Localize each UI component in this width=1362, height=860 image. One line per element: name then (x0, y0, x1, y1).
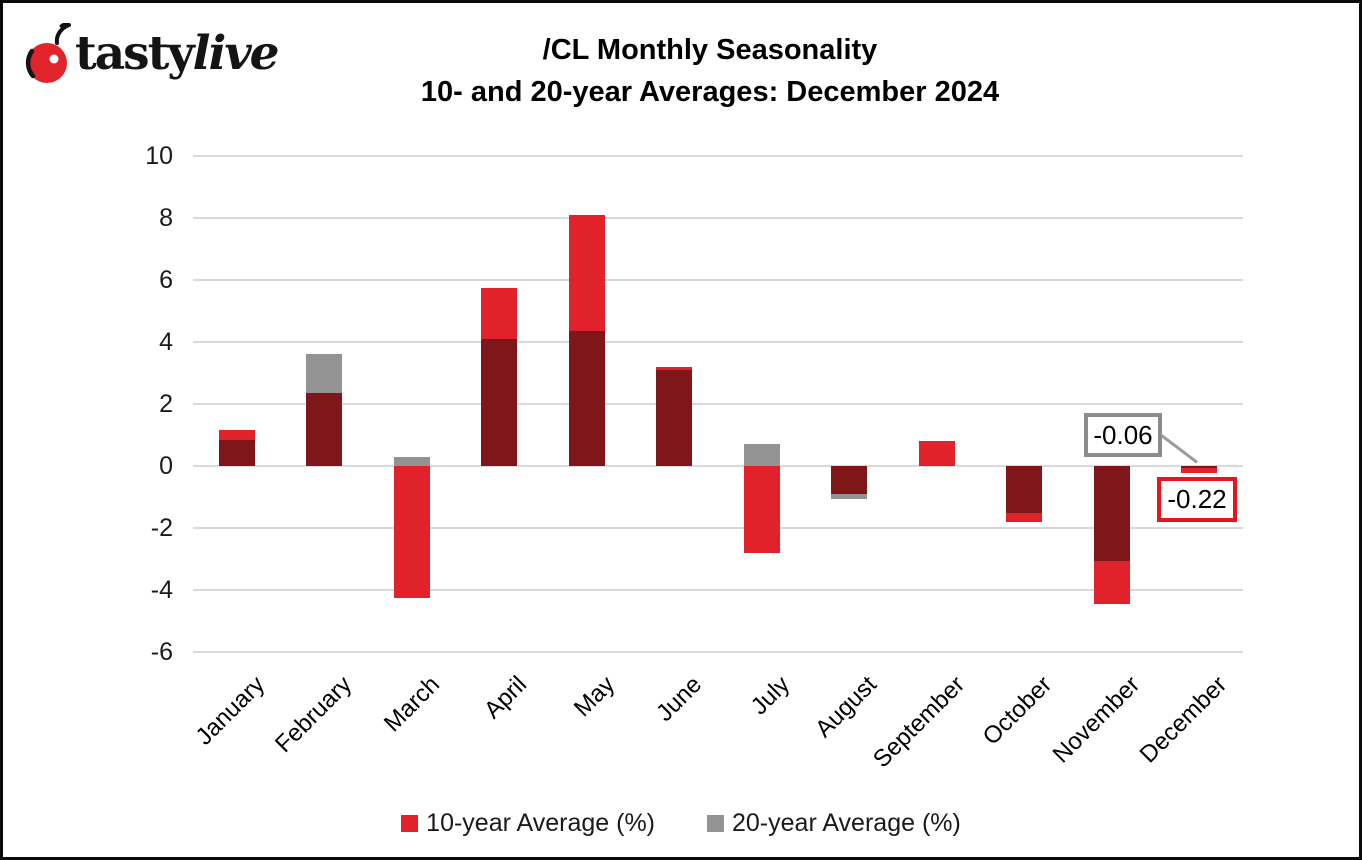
bar-october-overlap (1006, 466, 1043, 513)
gridline (193, 527, 1243, 529)
x-axis-label-may: May (568, 671, 620, 723)
legend-swatch-10yr (401, 815, 419, 832)
y-axis-tick-label: 8 (159, 204, 173, 232)
bar-february-overlap (306, 393, 343, 466)
bar-july-10yr (743, 466, 780, 553)
bar-april-overlap (481, 338, 518, 466)
bar-december-10yr (1181, 466, 1218, 473)
bar-march-20yr (393, 456, 430, 466)
brand-tasty: tasty (75, 26, 195, 81)
title-line-2: 10- and 20-year Averages: December 2024 (420, 76, 1000, 108)
legend-label-20yr: 20-year Average (%) (732, 809, 961, 837)
callout-december-10yr: -0.22 (1157, 477, 1237, 522)
chart-area: 10 8 6 4 2 0 -2 -4 -6 January February March April Ma… (3, 3, 1359, 857)
x-axis-label-october: October (977, 671, 1058, 751)
legend-item-20yr: 20-year Average (%) (707, 809, 961, 838)
gridline (193, 589, 1243, 591)
legend-swatch-20yr (707, 815, 724, 832)
gridline (193, 217, 1243, 219)
brand-live: live (192, 26, 280, 81)
gridline (193, 651, 1243, 653)
bar-january-overlap (218, 439, 255, 466)
gridline (193, 279, 1243, 281)
gridline (193, 465, 1243, 467)
x-axis-label-august: August (810, 671, 883, 743)
x-axis-label-april: April (479, 671, 533, 725)
bar-may-overlap (568, 331, 605, 466)
y-axis-tick-label: 0 (159, 452, 173, 480)
bar-august-overlap (831, 466, 868, 494)
y-axis-tick-label: 2 (159, 390, 173, 418)
callout-december-20yr: -0.06 (1084, 413, 1162, 457)
legend-label-10yr: 10-year Average (%) (426, 809, 655, 837)
gridline (193, 341, 1243, 343)
y-axis-tick-label: 6 (159, 266, 173, 294)
brand-wordmark: tastylive (75, 23, 280, 85)
bar-december-overlap (1181, 466, 1218, 468)
x-axis-label-november: November (1047, 671, 1145, 769)
chart-legend: 10-year Average (%) 20-year Average (%) (3, 809, 1359, 838)
x-axis-label-february: February (270, 671, 358, 759)
gridline (193, 155, 1243, 157)
y-axis-tick-label: -6 (150, 638, 173, 666)
x-axis-label-july: July (745, 671, 795, 721)
bar-november-overlap (1093, 466, 1130, 561)
x-axis-label-june: June (651, 671, 708, 727)
bar-march-10yr (393, 466, 430, 598)
legend-item-10yr: 10-year Average (%) (401, 809, 655, 838)
y-axis-tick-label: 4 (159, 328, 173, 356)
tastylive-logo: tastylive (23, 23, 280, 85)
chart-title: /CL Monthly Seasonality 10- and 20-year … (123, 29, 1297, 113)
cherry-icon (25, 23, 71, 83)
x-axis-label-january: January (190, 671, 270, 751)
y-axis-tick-label: -2 (150, 514, 173, 542)
gridline (193, 403, 1243, 405)
x-axis-label-september: September (867, 671, 970, 774)
title-line-1: /CL Monthly Seasonality (542, 34, 878, 66)
bar-july-20yr (743, 444, 780, 466)
bar-june-overlap (656, 369, 693, 466)
y-axis-tick-label: 10 (145, 142, 173, 170)
x-axis-label-march: March (378, 671, 445, 738)
bar-september-10yr (918, 441, 955, 466)
y-axis-tick-label: -4 (150, 576, 173, 604)
x-axis-label-december: December (1134, 671, 1233, 769)
